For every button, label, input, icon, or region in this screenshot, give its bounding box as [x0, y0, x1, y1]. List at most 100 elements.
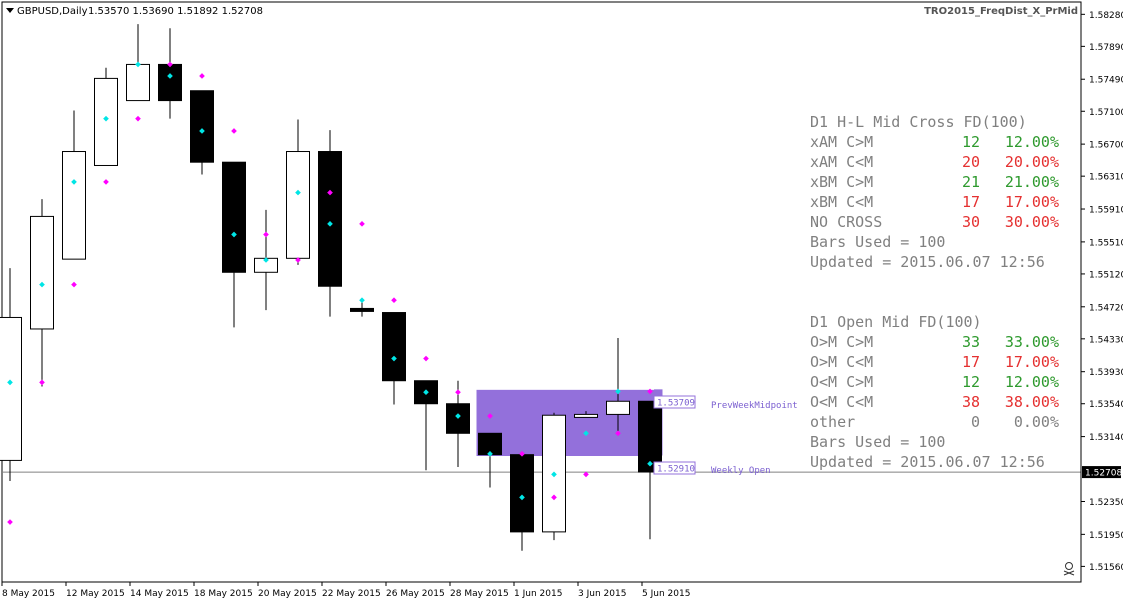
prev-mid-marker [103, 179, 109, 185]
candle [574, 411, 598, 418]
prev-mid-marker [423, 355, 429, 362]
candle [0, 268, 22, 481]
mid-marker [103, 115, 109, 122]
price-tick-label: 1.54330 [1089, 335, 1123, 345]
price-tick-label: 1.55510 [1089, 238, 1123, 248]
candle-body [382, 312, 406, 382]
candle-body [510, 454, 534, 533]
mid-marker [327, 220, 333, 227]
candle [30, 199, 54, 387]
mid-marker [135, 61, 141, 68]
svg-text:17.00%: 17.00% [1005, 193, 1059, 211]
candle [62, 110, 86, 260]
mid-marker [647, 460, 653, 467]
date-tick-label: 22 May 2015 [322, 589, 381, 599]
prev-mid-marker [199, 73, 205, 79]
date-tick-label: 26 May 2015 [386, 589, 445, 599]
mid-marker [423, 389, 429, 396]
mid-marker [295, 189, 301, 196]
svg-text:0.00%: 0.00% [1014, 413, 1059, 431]
svg-text:xBM C>M: xBM C>M [810, 173, 873, 191]
candle-body [222, 161, 246, 273]
price-tick-label: 1.51950 [1089, 531, 1123, 541]
prev-mid-marker [615, 430, 621, 437]
prev-mid-marker [327, 189, 333, 196]
mid-marker [391, 355, 397, 362]
price-tick-label: 1.56310 [1089, 173, 1123, 183]
weekly-open-tag: 1.52910 [653, 461, 696, 475]
candle-body [0, 316, 22, 461]
prev-mid-marker [487, 413, 493, 419]
svg-text:33.00%: 33.00% [1005, 333, 1059, 351]
svg-text:xAM C>M: xAM C>M [810, 133, 873, 151]
price-tick-label: 1.53930 [1089, 368, 1123, 378]
svg-text:17: 17 [962, 353, 980, 371]
stats-hl-row: xAM C<M 20 20.00% [810, 153, 1059, 171]
candle-body [318, 151, 342, 287]
stats-open-updated: Updated = 2015.06.07 12:56 [810, 453, 1045, 471]
stats-hl-row: xBM C>M 21 21.00% [810, 173, 1059, 191]
svg-text:1.53709: 1.53709 [657, 399, 695, 409]
svg-text:other: other [810, 413, 855, 431]
date-tick-label: 3 Jun 2015 [578, 589, 626, 599]
stats-hl-updated: Updated = 2015.06.07 12:56 [810, 253, 1045, 271]
date-tick-label: 20 May 2015 [258, 589, 317, 599]
candle-body [606, 400, 630, 415]
mid-marker [199, 128, 205, 134]
mid-marker [263, 257, 269, 263]
svg-text:O>M C>M: O>M C>M [810, 333, 873, 351]
prev-mid-marker [647, 388, 653, 395]
price-tick-label: 1.58280 [1089, 11, 1123, 21]
date-tick-label: 14 May 2015 [130, 589, 189, 599]
symbol-title: GBPUSD,Daily [17, 6, 88, 17]
candle-body [62, 151, 86, 260]
skull-icon [1063, 562, 1075, 576]
symbol-menu-arrow-icon[interactable] [6, 8, 14, 13]
svg-text:21.00%: 21.00% [1005, 173, 1059, 191]
date-tick-label: 8 May 2015 [2, 589, 55, 599]
candle-body [158, 63, 182, 102]
prev-mid-marker [391, 297, 397, 304]
mid-marker [71, 179, 77, 185]
stats-open-title: D1 Open Mid FD(100) [810, 313, 982, 331]
price-tick-label: 1.53140 [1089, 433, 1123, 443]
stats-open-row: O<M C<M 38 38.00% [810, 393, 1059, 411]
svg-text:NO CROSS: NO CROSS [810, 213, 882, 231]
candles-layer [0, 24, 662, 551]
mid-marker [359, 297, 365, 304]
svg-text:0: 0 [971, 413, 980, 431]
candle [222, 161, 246, 328]
price-tick-label: 1.53540 [1089, 400, 1123, 410]
stats-open-bars-used: Bars Used = 100 [810, 433, 945, 451]
candle-body [286, 151, 310, 259]
svg-text:30.00%: 30.00% [1005, 213, 1059, 231]
date-axis: 8 May 2015 12 May 2015 14 May 2015 18 May 2… [1, 582, 690, 599]
prev-mid-marker [583, 471, 589, 478]
markers-layer [7, 61, 653, 525]
svg-text:20.00%: 20.00% [1005, 153, 1059, 171]
prev-mid-marker [551, 494, 557, 501]
indicator-name: TRO2015_FreqDist_X_PrMid [924, 6, 1078, 17]
price-axis: 1.58280 1.57890 1.57490 1.57100 1.56700 1.563… [1080, 2, 1123, 582]
prev-mid-marker [519, 451, 525, 457]
svg-text:O>M C<M: O>M C<M [810, 353, 873, 371]
prev-mid-marker [455, 389, 461, 396]
stats-hl-row: xBM C<M 17 17.00% [810, 193, 1059, 211]
svg-text:21: 21 [962, 173, 980, 191]
stats-panel-hl-mid-cross: D1 H-L Mid Cross FD(100) xAM C>M 12 12.0… [810, 113, 1059, 271]
candle [478, 432, 502, 488]
price-tick-label: 1.51560 [1089, 563, 1123, 573]
mid-marker [455, 413, 461, 419]
stats-hl-row: xAM C>M 12 12.00% [810, 133, 1059, 151]
svg-text:38: 38 [962, 393, 980, 411]
candle-body [30, 215, 54, 330]
price-tick-label: 1.57490 [1089, 76, 1123, 86]
stats-hl-bars-used: Bars Used = 100 [810, 233, 945, 251]
svg-text:O<M C>M: O<M C>M [810, 373, 873, 391]
date-tick-label: 12 May 2015 [66, 589, 125, 599]
date-tick-label: 28 May 2015 [450, 589, 509, 599]
candle-body [574, 413, 598, 418]
mid-marker [231, 231, 237, 238]
svg-text:12.00%: 12.00% [1005, 373, 1059, 391]
